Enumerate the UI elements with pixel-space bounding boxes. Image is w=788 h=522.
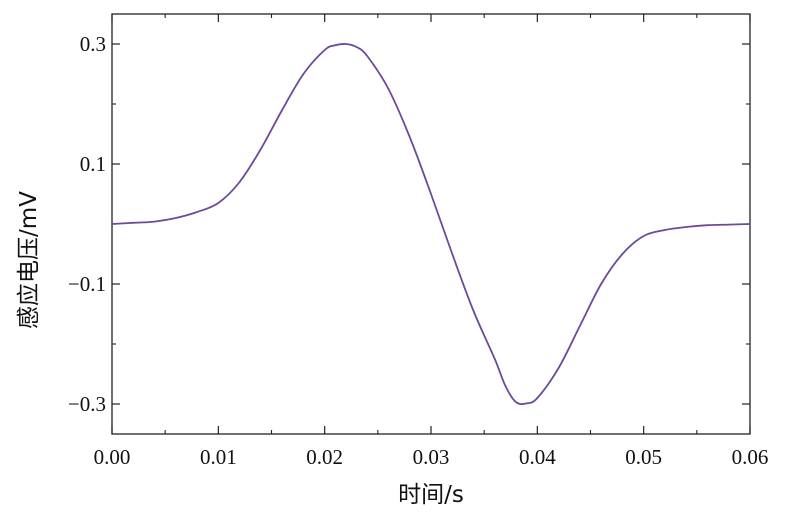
y-tick-label: −0.1 bbox=[68, 272, 106, 296]
y-tick-label: 0.3 bbox=[80, 32, 106, 56]
x-tick-label: 0.02 bbox=[306, 445, 343, 469]
y-axis: 0.3 0.1 −0.1 −0.3 bbox=[68, 32, 750, 416]
x-tick-label: 0.03 bbox=[413, 445, 450, 469]
y-axis-title: 感应电压/mV bbox=[16, 191, 42, 329]
x-tick-label: 0.00 bbox=[94, 445, 131, 469]
plot-area bbox=[111, 13, 751, 435]
induced-voltage-line bbox=[111, 43, 751, 406]
x-tick-label: 0.05 bbox=[625, 445, 662, 469]
x-axis-title: 时间/s bbox=[398, 482, 464, 508]
y-tick-label: 0.1 bbox=[80, 152, 106, 176]
x-axis: 0.00 0.01 0.02 0.03 0.04 0.05 0.06 bbox=[94, 14, 769, 469]
x-tick-label: 0.04 bbox=[519, 445, 556, 469]
x-tick-label: 0.01 bbox=[200, 445, 237, 469]
x-tick-label: 0.06 bbox=[732, 445, 769, 469]
y-tick-label: −0.3 bbox=[68, 392, 106, 416]
